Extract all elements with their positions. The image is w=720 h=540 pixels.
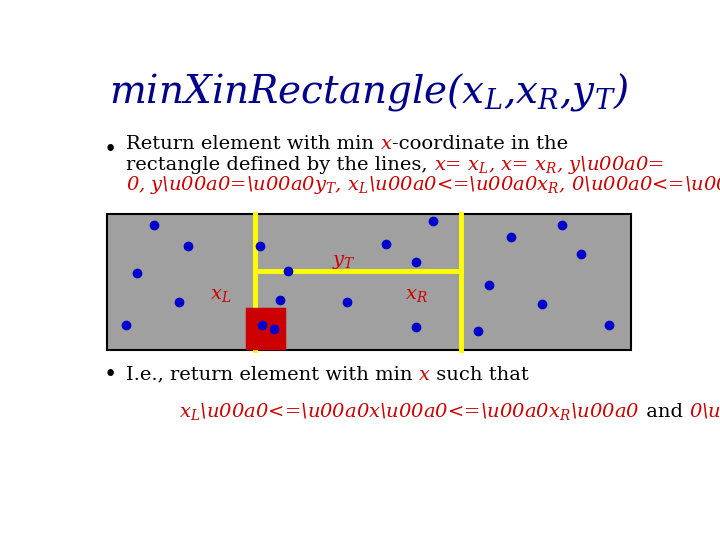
Text: such that: such that: [430, 366, 528, 383]
Text: x: x: [380, 135, 392, 153]
Bar: [248, 309, 284, 348]
Text: I.e., return element with min: I.e., return element with min: [126, 366, 419, 383]
Text: minXinRectangle(x$_\mathregular{L}$,x$_\mathregular{R}$,y$_\mathregular{T}$): minXinRectangle(x$_\mathregular{L}$,x$_\…: [109, 71, 629, 113]
Text: x$_\mathregular{L}$\u00a0<=\u00a0x\u00a0<=\u00a0x$_\mathregular{R}$\u00a0: x$_\mathregular{L}$\u00a0<=\u00a0x\u00a0…: [179, 401, 639, 423]
Text: x$_\mathregular{L}$: x$_\mathregular{L}$: [210, 287, 232, 305]
Text: and: and: [639, 403, 689, 421]
Text: y$_\mathregular{T}$: y$_\mathregular{T}$: [332, 253, 356, 271]
Text: Return element with min: Return element with min: [126, 135, 380, 153]
Text: •: •: [104, 363, 117, 386]
Text: 0\u00a0<=\u00a0y\u00a0<=\u00a0y$_\mathregular{T}$.: 0\u00a0<=\u00a0y\u00a0<=\u00a0y$_\mathre…: [689, 401, 720, 423]
Text: x$_\mathregular{R}$: x$_\mathregular{R}$: [405, 287, 428, 305]
Text: •: •: [104, 139, 117, 161]
Text: -coordinate in the: -coordinate in the: [392, 135, 567, 153]
Bar: [107, 214, 631, 349]
Text: x: x: [419, 366, 430, 383]
Text: x= x$_\mathregular{L}$, x= x$_\mathregular{R}$, y\u00a0=: x= x$_\mathregular{L}$, x= x$_\mathregul…: [434, 153, 664, 176]
Text: rectangle defined by the lines,: rectangle defined by the lines,: [126, 156, 434, 173]
Text: 0, y\u00a0=\u00a0y$_\mathregular{T}$, x$_\mathregular{L}$\u00a0<=\u00a0x$_\mathr: 0, y\u00a0=\u00a0y$_\mathregular{T}$, x$…: [126, 174, 720, 197]
